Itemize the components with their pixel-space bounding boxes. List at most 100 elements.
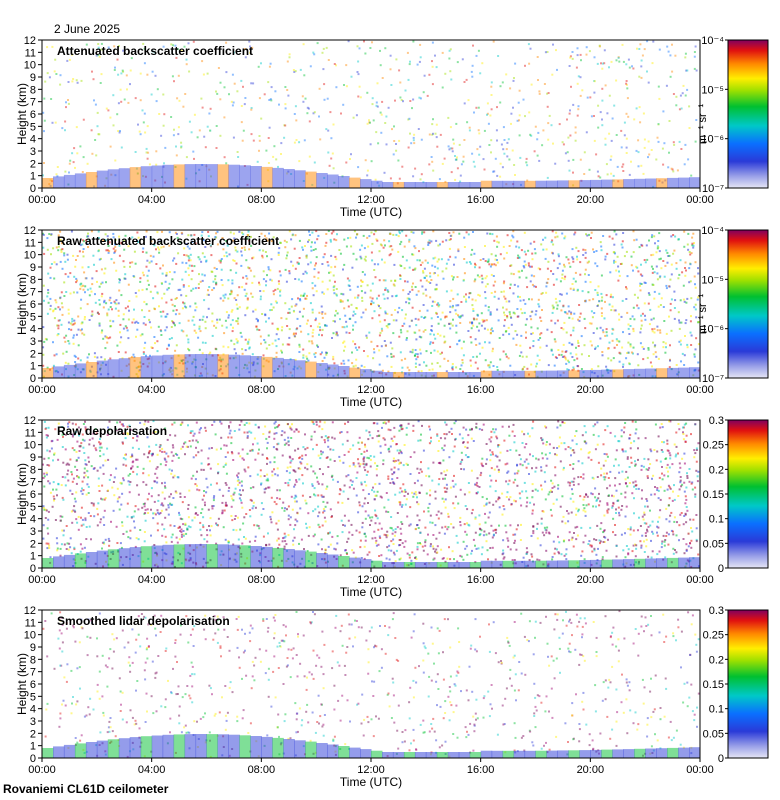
colorbar-tick-label: 0	[718, 753, 724, 765]
x-tick-label: 12:00	[357, 764, 385, 776]
y-tick-label: 10	[24, 250, 36, 262]
colorbar-scale	[727, 419, 769, 569]
boundary-layer	[42, 734, 701, 758]
colorbar: 0 0.05 0.1 0.15 0.2 0.25 0.3	[703, 605, 769, 765]
x-axis-label: Time (UTC)	[340, 775, 402, 789]
x-tick-label: 20:00	[577, 384, 605, 396]
boundary-layer	[42, 164, 701, 188]
x-tick-label: 20:00	[577, 194, 605, 206]
x-tick-label: 12:00	[357, 574, 385, 586]
x-tick-label: 16:00	[467, 194, 495, 206]
y-tick-label: 6	[30, 109, 36, 121]
y-tick-label: 1	[30, 741, 36, 753]
y-tick-label: 7	[30, 477, 36, 489]
colorbar-scale	[727, 609, 769, 759]
x-tick-label: 12:00	[357, 384, 385, 396]
y-axis-label: Height (km)	[15, 83, 29, 145]
colorbar-tick-label: 0.15	[703, 679, 724, 691]
x-tick-label: 00:00	[686, 194, 714, 206]
x-tick-label: 20:00	[577, 574, 605, 586]
y-tick-label: 2	[30, 348, 36, 360]
date-label: 2 June 2025	[54, 22, 120, 36]
panel-title: Raw depolarisation	[57, 424, 167, 438]
y-tick-label: 0	[30, 373, 36, 385]
y-tick-label: 12	[24, 415, 36, 427]
colorbar-scale	[727, 39, 769, 189]
y-tick-label: 3	[30, 716, 36, 728]
colorbar-tick-label: 0	[718, 563, 724, 575]
y-tick-label: 8	[30, 464, 36, 476]
y-tick-label: 4	[30, 324, 36, 336]
panel-title: Smoothed lidar depolarisation	[57, 614, 230, 628]
colorbar-tick-label: 0.3	[709, 415, 724, 427]
colorbar-tick-label: 0.1	[709, 514, 724, 526]
x-tick-label: 04:00	[138, 574, 166, 586]
colorbar-tick-label: 0.2	[709, 654, 724, 666]
plot-area	[42, 610, 700, 758]
panel-title: Raw attenuated backscatter coefficient	[57, 234, 279, 248]
x-tick-label: 00:00	[686, 574, 714, 586]
colorbar-tick-label: 0.05	[703, 538, 724, 550]
y-tick-label: 3	[30, 146, 36, 158]
colorbar-tick-label: 10⁻⁵	[701, 274, 724, 286]
x-tick-label: 00:00	[28, 194, 56, 206]
x-tick-label: 08:00	[248, 384, 276, 396]
y-tick-label: 7	[30, 667, 36, 679]
heatmap-field	[42, 420, 700, 568]
y-tick-label: 2	[30, 728, 36, 740]
x-tick-label: 16:00	[467, 764, 495, 776]
y-tick-label: 1	[30, 361, 36, 373]
x-tick-label: 00:00	[28, 384, 56, 396]
colorbar: 10⁻⁷ 10⁻⁶ 10⁻⁵ 10⁻⁴ m⁻¹ sr⁻¹	[697, 35, 769, 195]
y-tick-label: 8	[30, 654, 36, 666]
y-tick-label: 5	[30, 311, 36, 323]
y-tick-label: 1	[30, 171, 36, 183]
y-axis-label: Height (km)	[15, 463, 29, 525]
y-tick-label: 8	[30, 274, 36, 286]
y-tick-label: 4	[30, 134, 36, 146]
y-tick-label: 6	[30, 679, 36, 691]
x-tick-label: 08:00	[248, 194, 276, 206]
y-tick-label: 6	[30, 489, 36, 501]
colorbar-tick-label: 0.05	[703, 728, 724, 740]
colorbar-units: m⁻¹ sr⁻¹	[697, 294, 709, 335]
y-tick-label: 10	[24, 60, 36, 72]
y-tick-label: 3	[30, 336, 36, 348]
boundary-layer	[42, 544, 701, 568]
y-tick-label: 5	[30, 501, 36, 513]
y-tick-label: 5	[30, 121, 36, 133]
y-tick-label: 9	[30, 642, 36, 654]
y-tick-label: 4	[30, 514, 36, 526]
x-axis-label: Time (UTC)	[340, 585, 402, 599]
y-tick-label: 11	[25, 617, 36, 629]
colorbar: 10⁻⁷ 10⁻⁶ 10⁻⁵ 10⁻⁴ m⁻¹ sr⁻¹	[697, 225, 769, 385]
colorbar-tick-label: 0.25	[703, 440, 724, 452]
colorbar-units: m⁻¹ sr⁻¹	[697, 104, 709, 145]
boundary-layer	[42, 354, 701, 378]
plot-area	[42, 420, 700, 568]
y-axis-label: Height (km)	[15, 273, 29, 335]
colorbar-tick-label: 10⁻⁶	[701, 324, 724, 336]
colorbar-tick-label: 10⁻⁴	[701, 35, 724, 47]
x-tick-label: 00:00	[686, 764, 714, 776]
y-tick-label: 12	[24, 605, 36, 617]
x-tick-label: 16:00	[467, 574, 495, 586]
y-tick-label: 10	[24, 440, 36, 452]
colorbar-tick-label: 0.2	[709, 464, 724, 476]
y-tick-label: 0	[30, 183, 36, 195]
y-tick-label: 2	[30, 538, 36, 550]
y-tick-label: 11	[25, 427, 36, 439]
x-tick-label: 20:00	[577, 764, 605, 776]
colorbar-tick-label: 0.25	[703, 630, 724, 642]
y-tick-label: 12	[24, 35, 36, 47]
y-tick-label: 11	[25, 237, 36, 249]
x-tick-label: 12:00	[357, 194, 385, 206]
x-tick-label: 04:00	[138, 764, 166, 776]
colorbar-tick-label: 10⁻⁷	[702, 183, 724, 195]
